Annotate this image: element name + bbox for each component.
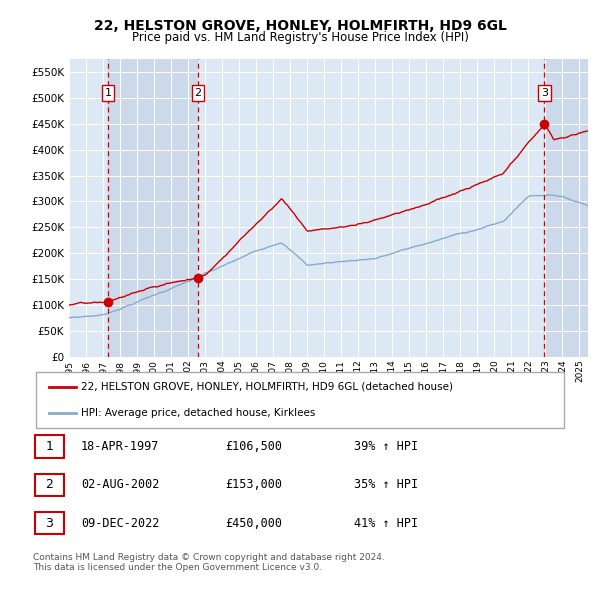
Text: 02-AUG-2002: 02-AUG-2002 xyxy=(81,478,160,491)
FancyBboxPatch shape xyxy=(35,435,64,458)
Text: This data is licensed under the Open Government Licence v3.0.: This data is licensed under the Open Gov… xyxy=(33,563,322,572)
Text: 3: 3 xyxy=(541,88,548,99)
Text: 39% ↑ HPI: 39% ↑ HPI xyxy=(354,440,418,453)
FancyBboxPatch shape xyxy=(36,372,564,428)
Bar xyxy=(108,59,198,357)
Text: £153,000: £153,000 xyxy=(225,478,282,491)
Text: 2: 2 xyxy=(194,88,202,99)
Text: Price paid vs. HM Land Registry's House Price Index (HPI): Price paid vs. HM Land Registry's House … xyxy=(131,31,469,44)
Text: £106,500: £106,500 xyxy=(225,440,282,453)
Text: 09-DEC-2022: 09-DEC-2022 xyxy=(81,517,160,530)
Text: HPI: Average price, detached house, Kirklees: HPI: Average price, detached house, Kirk… xyxy=(81,408,315,418)
Text: 18-APR-1997: 18-APR-1997 xyxy=(81,440,160,453)
FancyBboxPatch shape xyxy=(35,474,64,496)
Text: 35% ↑ HPI: 35% ↑ HPI xyxy=(354,478,418,491)
Text: 3: 3 xyxy=(46,517,53,530)
Text: 22, HELSTON GROVE, HONLEY, HOLMFIRTH, HD9 6GL (detached house): 22, HELSTON GROVE, HONLEY, HOLMFIRTH, HD… xyxy=(81,382,453,392)
FancyBboxPatch shape xyxy=(35,512,64,535)
Bar xyxy=(198,59,544,357)
Text: Contains HM Land Registry data © Crown copyright and database right 2024.: Contains HM Land Registry data © Crown c… xyxy=(33,553,385,562)
Bar xyxy=(69,59,108,357)
Text: 1: 1 xyxy=(104,88,112,99)
Text: 2: 2 xyxy=(46,478,53,491)
Bar xyxy=(544,59,588,357)
Text: £450,000: £450,000 xyxy=(225,517,282,530)
Text: 1: 1 xyxy=(46,440,53,453)
Text: 22, HELSTON GROVE, HONLEY, HOLMFIRTH, HD9 6GL: 22, HELSTON GROVE, HONLEY, HOLMFIRTH, HD… xyxy=(94,19,506,34)
Text: 41% ↑ HPI: 41% ↑ HPI xyxy=(354,517,418,530)
